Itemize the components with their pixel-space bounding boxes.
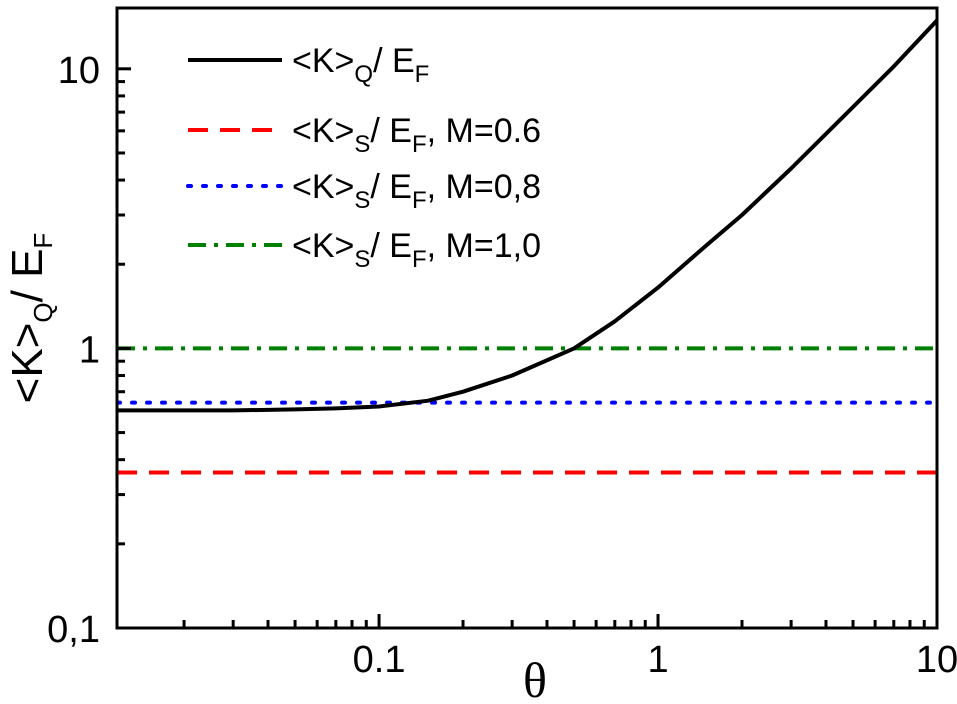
legend-label-3: <K>S/ EF, M=1,0	[292, 227, 541, 273]
legend-item-0: <K>Q/ EF	[188, 42, 429, 88]
legend-item-1: <K>S/ EF, M=0.6	[188, 112, 541, 158]
legend-item-3: <K>S/ EF, M=1,0	[188, 227, 541, 273]
plot-frame	[115, 6, 939, 630]
ticks-layer: 0.1 1 10 0,1 1 10	[47, 50, 957, 681]
y-axis-label-rest: / E	[3, 249, 52, 303]
legend-item-2: <K>S/ EF, M=0,8	[186, 168, 541, 214]
y-axis-label-main: <K>	[3, 323, 52, 404]
legend-label-0: <K>Q/ EF	[292, 42, 429, 88]
y-tick-label: 1	[79, 329, 100, 371]
series-line-0	[117, 19, 937, 413]
x-tick-label: 10	[916, 639, 957, 681]
y-axis-label-sub: Q	[28, 302, 58, 322]
y-tick-label: 0,1	[47, 609, 100, 651]
legend-label-2: <K>S/ EF, M=0,8	[292, 168, 541, 214]
legend: <K>Q/ EF <K>S/ EF, M=0.6 <K>S/ EF, M=0,8 <K…	[186, 42, 541, 273]
x-axis-label: θ	[523, 652, 547, 704]
y-tick-label: 10	[58, 50, 100, 92]
x-tick-label: 1	[647, 639, 668, 681]
legend-label-1: <K>S/ EF, M=0.6	[292, 112, 541, 158]
y-axis-label-rest-sub: F	[28, 233, 58, 249]
series-layer	[117, 19, 937, 475]
svg-text:<K>Q/ EF: <K>Q/ EF	[3, 233, 58, 404]
y-axis-label: <K>Q/ EF	[3, 233, 58, 404]
x-tick-label: 0.1	[353, 639, 406, 681]
